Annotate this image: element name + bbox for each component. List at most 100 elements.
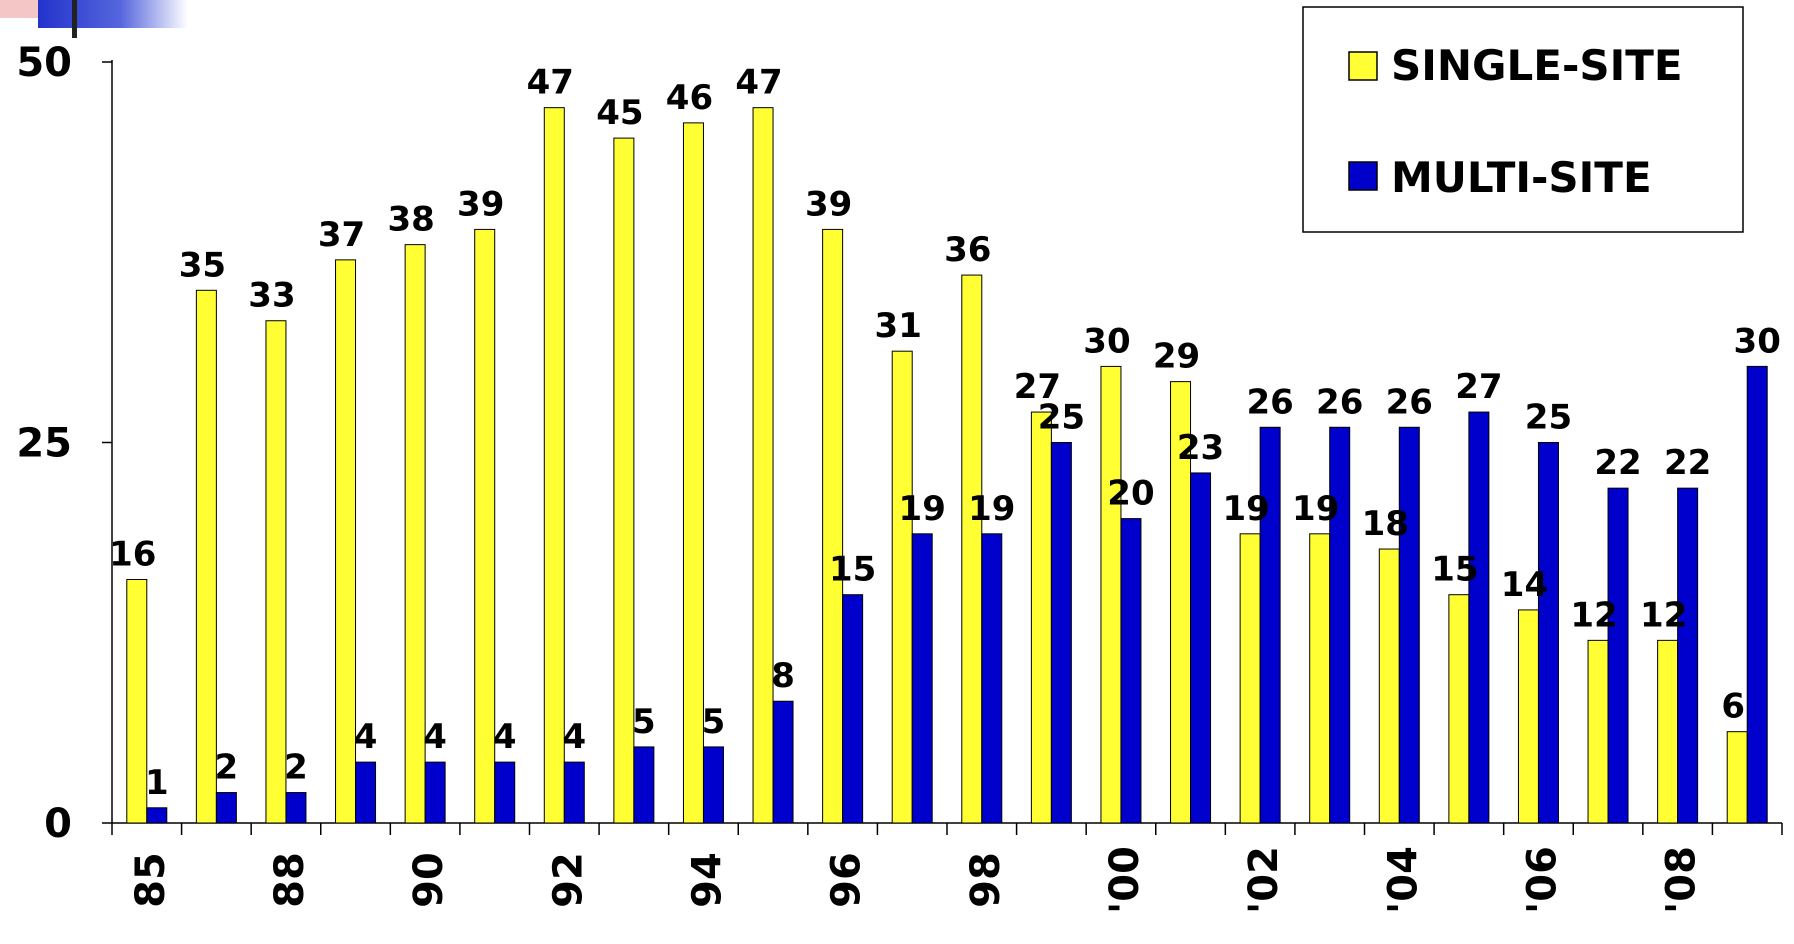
x-tick-label: '04 <box>1380 846 1426 914</box>
bar-single-site <box>1657 639 1679 824</box>
data-label-multi-site: 4 <box>562 717 586 757</box>
x-tick-label: 92 <box>545 852 591 908</box>
data-label-multi-site: 25 <box>1525 398 1572 438</box>
data-label-multi-site: 2 <box>215 748 239 788</box>
data-label-multi-site: 2 <box>284 748 308 788</box>
bar-single-site <box>822 228 844 824</box>
data-label-multi-site: 4 <box>423 717 447 757</box>
bar-multi-site <box>215 792 237 824</box>
x-tick-label: 88 <box>267 852 313 908</box>
bar-single-site <box>126 578 148 824</box>
bar-single-site <box>1517 609 1539 824</box>
legend-label-multi-site: MULTI-SITE <box>1391 153 1652 202</box>
data-label-single-site: 47 <box>735 63 782 103</box>
data-label-multi-site: 1 <box>145 763 169 803</box>
data-label-single-site: 35 <box>179 245 226 285</box>
bar-multi-site <box>1259 426 1281 824</box>
bar-single-site <box>474 228 496 824</box>
legend-swatch-multi-site <box>1348 161 1378 191</box>
bar-single-site <box>961 274 983 824</box>
bar-single-site <box>682 122 704 824</box>
legend-box <box>1302 6 1744 233</box>
y-tick-label: 25 <box>16 421 72 467</box>
data-label-multi-site: 26 <box>1386 382 1433 422</box>
data-label-multi-site: 26 <box>1316 382 1363 422</box>
data-label-multi-site: 26 <box>1246 382 1293 422</box>
data-label-multi-site: 30 <box>1734 321 1781 361</box>
bar-multi-site <box>702 746 724 824</box>
bar-multi-site <box>1746 365 1768 824</box>
bar-single-site <box>265 320 287 824</box>
bar-single-site <box>1587 639 1609 824</box>
bar-single-site <box>1239 533 1261 824</box>
data-label-multi-site: 4 <box>354 717 378 757</box>
x-tick-label: '08 <box>1659 846 1705 914</box>
bar-single-site <box>613 137 635 824</box>
bar-multi-site <box>1329 426 1351 824</box>
y-tick-label: 0 <box>44 801 72 847</box>
data-label-single-site: 30 <box>1083 321 1130 361</box>
slide-corner-decoration <box>0 0 188 38</box>
data-label-multi-site: 19 <box>968 489 1015 529</box>
bar-multi-site <box>911 533 933 824</box>
data-label-multi-site: 5 <box>632 702 656 742</box>
bar-multi-site <box>1607 487 1629 824</box>
bar-multi-site <box>1398 426 1420 824</box>
data-label-single-site: 39 <box>805 184 852 224</box>
bar-multi-site <box>1537 442 1559 824</box>
data-label-single-site: 31 <box>875 306 922 346</box>
data-label-single-site: 38 <box>387 200 434 240</box>
x-tick-label: '02 <box>1241 846 1287 914</box>
data-label-multi-site: 4 <box>493 717 517 757</box>
data-label-multi-site: 15 <box>829 550 876 590</box>
bar-multi-site <box>1120 518 1142 824</box>
bar-single-site <box>1448 594 1470 824</box>
bar-single-site <box>1378 548 1400 824</box>
bar-series <box>126 107 1768 824</box>
data-label-single-site: 12 <box>1640 595 1687 635</box>
bar-multi-site <box>1468 411 1490 824</box>
data-label-single-site: 14 <box>1501 565 1548 605</box>
data-label-multi-site: 25 <box>1038 398 1085 438</box>
x-tick-label: 90 <box>406 852 452 908</box>
bar-multi-site <box>1050 442 1072 824</box>
bar-multi-site <box>285 792 307 824</box>
data-label-single-site: 36 <box>944 230 991 270</box>
data-label-multi-site: 23 <box>1177 428 1224 468</box>
legend: SINGLE-SITE MULTI-SITE <box>1302 6 1744 233</box>
data-label-single-site: 19 <box>1292 489 1339 529</box>
bar-multi-site <box>355 761 377 824</box>
data-label-multi-site: 20 <box>1107 474 1154 514</box>
bar-single-site <box>1100 365 1122 824</box>
data-label-multi-site: 8 <box>771 656 795 696</box>
bar-multi-site <box>1190 472 1212 824</box>
data-label-single-site: 39 <box>457 184 504 224</box>
bar-multi-site <box>772 700 794 824</box>
data-label-single-site: 19 <box>1222 489 1269 529</box>
x-tick-label: 94 <box>684 852 730 908</box>
x-tick-label: 85 <box>128 852 174 908</box>
bar-multi-site <box>424 761 446 824</box>
bar-single-site <box>404 244 426 824</box>
data-label-single-site: 16 <box>109 534 156 574</box>
data-label-single-site: 37 <box>318 215 365 255</box>
bar-single-site <box>335 259 357 824</box>
data-label-single-site: 15 <box>1431 550 1478 590</box>
bar-single-site <box>543 107 565 824</box>
bar-multi-site <box>146 807 168 824</box>
bar-single-site <box>195 289 217 824</box>
data-label-single-site: 33 <box>248 276 295 316</box>
bar-multi-site <box>563 761 585 824</box>
data-label-single-site: 46 <box>666 78 713 118</box>
x-tick-label: 96 <box>824 852 870 908</box>
x-tick-label: '00 <box>1102 846 1148 914</box>
bar-single-site <box>1309 533 1331 824</box>
data-label-single-site: 6 <box>1721 687 1745 727</box>
data-label-single-site: 12 <box>1570 595 1617 635</box>
bar-multi-site <box>1677 487 1699 824</box>
bar-multi-site <box>842 594 864 824</box>
data-label-multi-site: 27 <box>1455 367 1502 407</box>
data-label-multi-site: 5 <box>702 702 726 742</box>
